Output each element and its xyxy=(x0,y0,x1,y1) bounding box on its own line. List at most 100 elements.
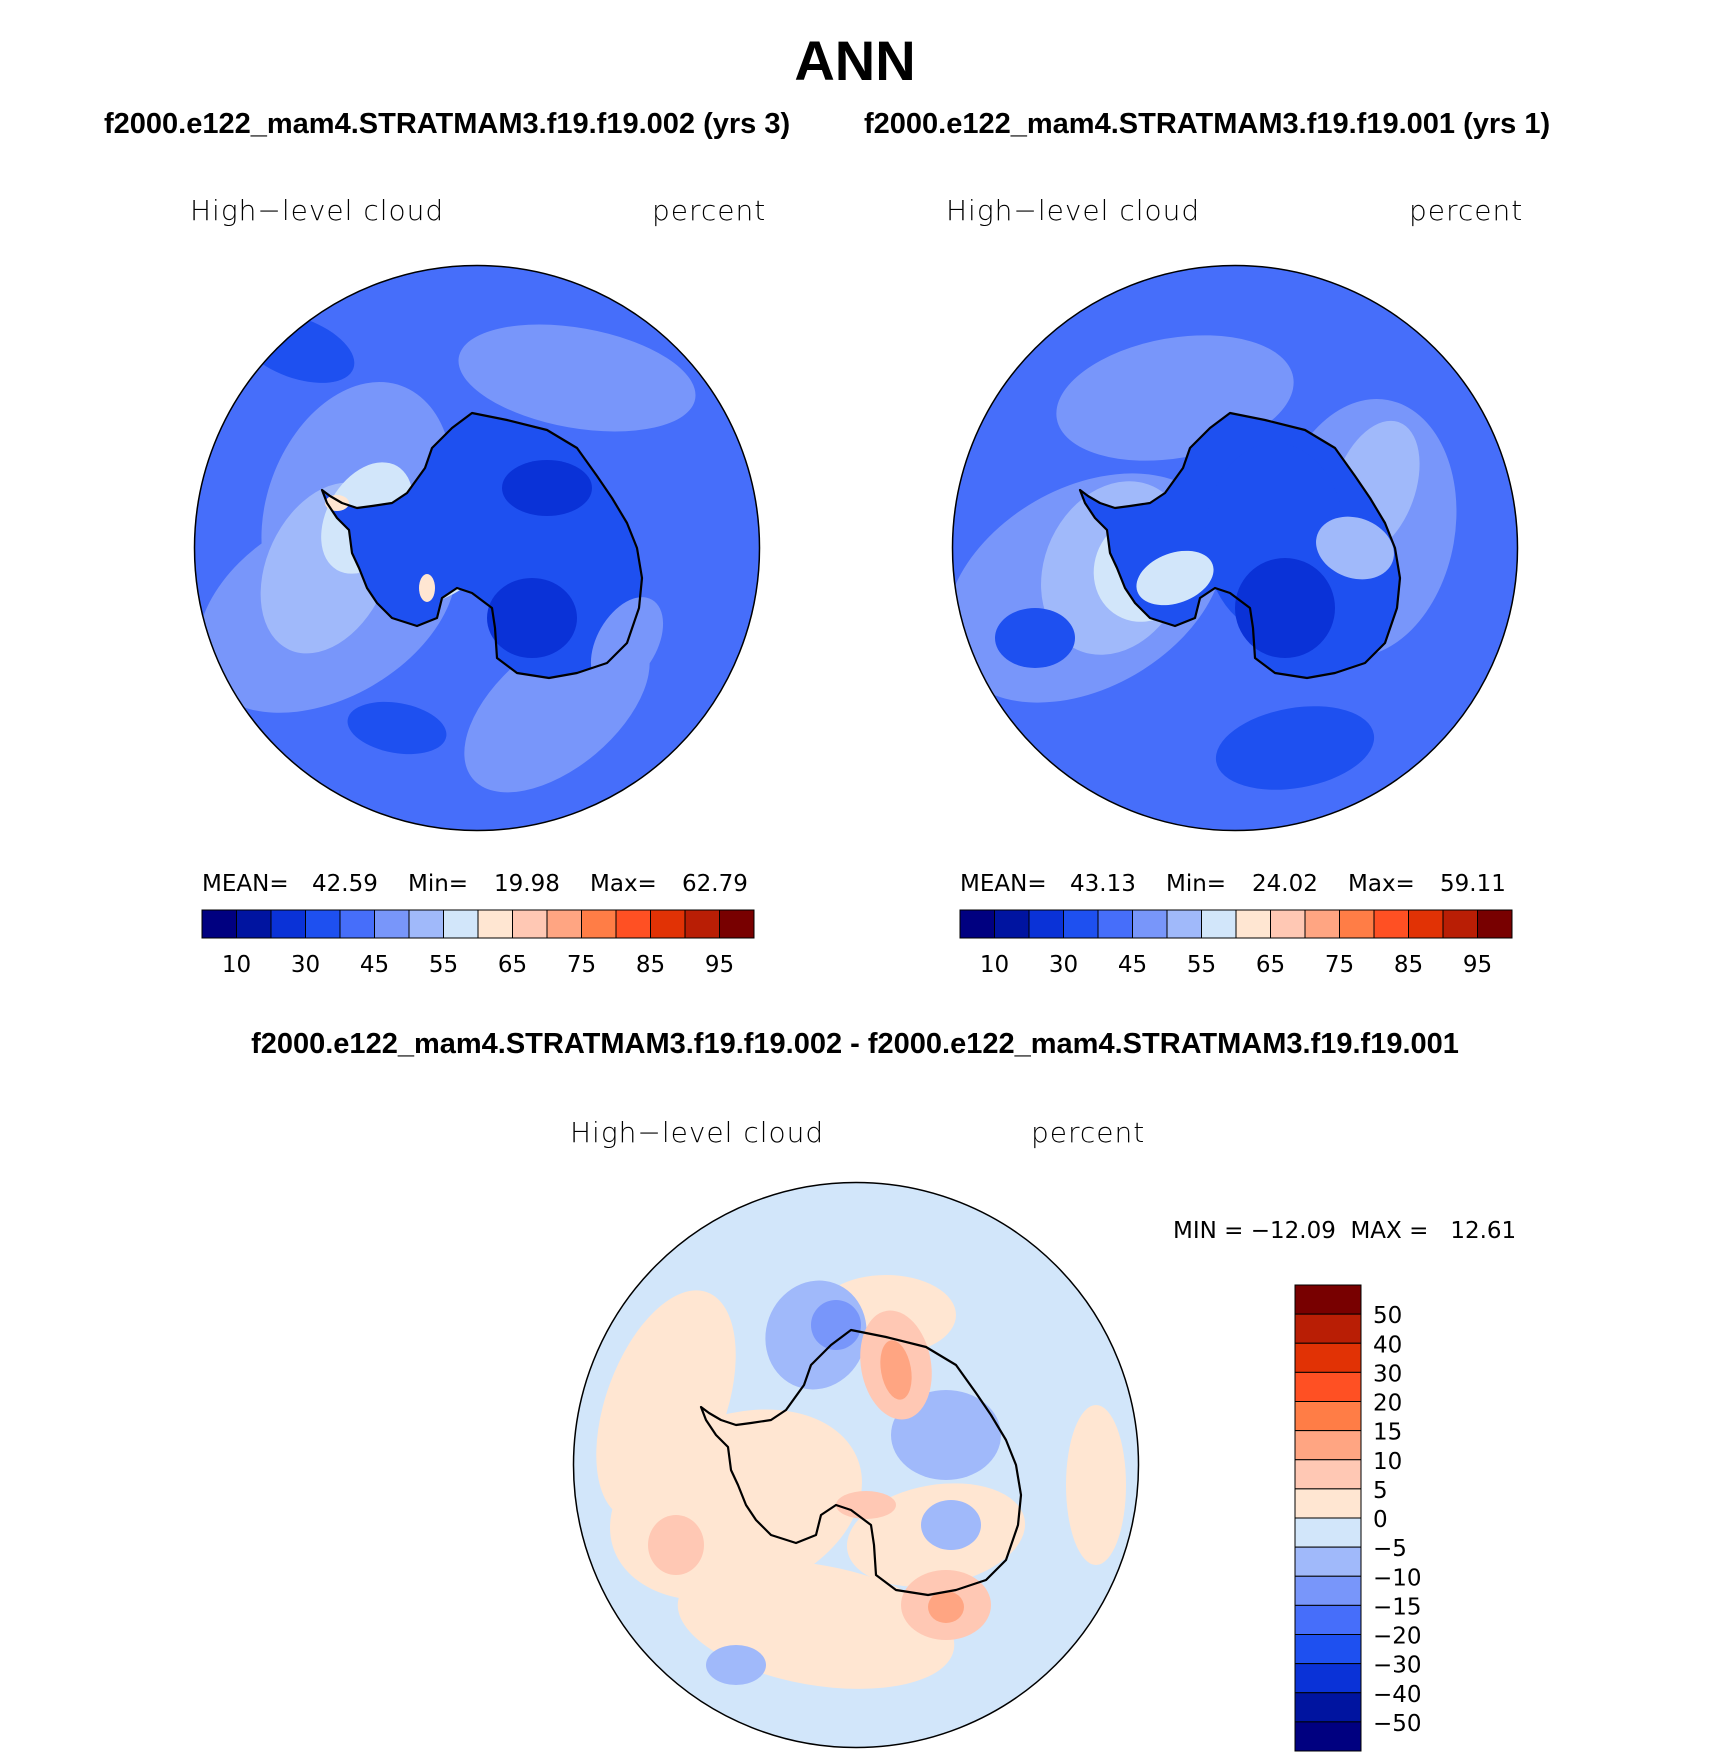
panel2-mean-label: MEAN= xyxy=(960,871,1047,897)
map-boundary xyxy=(193,264,761,832)
colorbar-swatch xyxy=(1235,909,1271,939)
colorbar-swatch xyxy=(1294,1517,1362,1548)
colorbar-swatch xyxy=(719,909,755,939)
colorbar-swatch xyxy=(1294,1430,1362,1461)
colorbar-swatch xyxy=(339,909,375,939)
colorbar-swatch xyxy=(1294,1342,1362,1373)
colorbar-swatch xyxy=(1294,1721,1362,1752)
colorbar-tick-label: 75 xyxy=(567,952,596,978)
panel2-units-label: percent xyxy=(1409,194,1524,227)
panel1-mean-value: 42.59 xyxy=(312,871,378,897)
colorbar-tick-label: 85 xyxy=(636,952,665,978)
map-panel-2 xyxy=(951,264,1519,832)
field-contour-region xyxy=(995,608,1075,668)
field-contour-region xyxy=(1316,516,1394,580)
colorbar-tick-label: −50 xyxy=(1373,1711,1422,1737)
colorbar-swatch xyxy=(1294,1401,1362,1432)
panel2-variable-label: High−level cloud xyxy=(946,194,1201,227)
colorbar-swatch xyxy=(512,909,548,939)
colorbar-swatch xyxy=(1294,1634,1362,1665)
field-contour-region xyxy=(706,1645,766,1685)
colorbar-swatch xyxy=(1294,1488,1362,1519)
panel1-mean-label: MEAN= xyxy=(202,871,289,897)
colorbar-tick-label: 30 xyxy=(1049,952,1078,978)
colorbar-swatch xyxy=(1477,909,1513,939)
colorbar-swatch xyxy=(1097,909,1133,939)
antarctica-coastline xyxy=(699,1328,1023,1597)
field-contour-region xyxy=(1215,706,1375,790)
colorbar-swatch xyxy=(443,909,479,939)
colorbar-swatch xyxy=(1294,1546,1362,1577)
field-contour-region xyxy=(928,1591,964,1623)
map-panel-1 xyxy=(193,264,761,832)
colorbar-tick-label: 65 xyxy=(1256,952,1285,978)
colorbar-swatch xyxy=(1442,909,1478,939)
colorbar-swatch xyxy=(374,909,410,939)
field-contour-region xyxy=(487,578,577,658)
map-boundary xyxy=(951,264,1519,832)
panel2-mean-value: 43.13 xyxy=(1070,871,1136,897)
colorbar-swatch xyxy=(546,909,582,939)
colorbar-tick-label: 50 xyxy=(1373,1303,1402,1329)
colorbar-swatch xyxy=(1294,1604,1362,1635)
colorbar-swatch xyxy=(1373,909,1409,939)
field-contour-region xyxy=(1235,558,1335,658)
colorbar-tick-label: 5 xyxy=(1373,1478,1388,1504)
panel1-max-label: Max= xyxy=(590,871,657,897)
colorbar-swatch xyxy=(1339,909,1375,939)
colorbar-tick-label: 55 xyxy=(1187,952,1216,978)
colorbar-swatch xyxy=(1294,1663,1362,1694)
colorbar-tick-label: −10 xyxy=(1373,1565,1422,1591)
antarctica-coastline xyxy=(1078,411,1402,680)
colorbar-panel-2: 10 30 45 55 65 75 85 95 xyxy=(959,909,1513,978)
map-boundary xyxy=(572,1181,1140,1749)
field-contour-region xyxy=(811,1300,861,1350)
field-contour-region xyxy=(596,1290,736,1520)
panel2-max-value: 59.11 xyxy=(1440,871,1506,897)
colorbar-swatch xyxy=(1166,909,1202,939)
colorbar-swatch xyxy=(994,909,1030,939)
colorbar-swatch xyxy=(1408,909,1444,939)
field-contour-region xyxy=(1066,1405,1126,1565)
colorbar-swatch xyxy=(650,909,686,939)
colorbar-tick-label: 15 xyxy=(1373,1420,1402,1446)
colorbar-swatch xyxy=(1028,909,1064,939)
field-contour-region xyxy=(458,324,696,432)
colorbar-swatch xyxy=(1063,909,1099,939)
field-contour-region xyxy=(880,1340,912,1400)
colorbar-tick-label: −15 xyxy=(1373,1594,1422,1620)
colorbar-tick-label: 0 xyxy=(1373,1507,1388,1533)
antarctica-coastline xyxy=(320,411,644,680)
colorbar-tick-label: 30 xyxy=(1373,1361,1402,1387)
colorbar-tick-label: 65 xyxy=(498,952,527,978)
colorbar-tick-label: 45 xyxy=(1118,952,1147,978)
colorbar-tick-label: 20 xyxy=(1373,1391,1402,1417)
colorbar-swatch xyxy=(1270,909,1306,939)
colorbar-tick-label: 55 xyxy=(429,952,458,978)
colorbar-swatch xyxy=(477,909,513,939)
colorbar-swatch xyxy=(1132,909,1168,939)
colorbar-tick-label: 30 xyxy=(291,952,320,978)
field-contour-region xyxy=(921,1500,981,1550)
panel1-max-value: 62.79 xyxy=(682,871,748,897)
field-contour-region xyxy=(836,1491,896,1519)
colorbar-tick-label: 10 xyxy=(222,952,251,978)
colorbar-tick-label: 75 xyxy=(1325,952,1354,978)
diff-units-label: percent xyxy=(1031,1116,1146,1149)
colorbar-swatch xyxy=(615,909,651,939)
field-contour-region xyxy=(419,574,435,602)
case-label-left: f2000.e122_mam4.STRATMAM3.f19.f19.002 (y… xyxy=(104,108,791,140)
colorbar-tick-label: 45 xyxy=(360,952,389,978)
colorbar-swatch xyxy=(684,909,720,939)
field-contour-region xyxy=(648,1515,704,1575)
colorbar-swatch xyxy=(1304,909,1340,939)
colorbar-swatch xyxy=(959,909,995,939)
colorbar-swatch xyxy=(1294,1371,1362,1402)
colorbar-tick-label: 40 xyxy=(1373,1332,1402,1358)
field-contour-region xyxy=(891,1390,1001,1480)
colorbar-tick-label: 10 xyxy=(980,952,1009,978)
colorbar-swatch xyxy=(1294,1692,1362,1723)
page-title: ANN xyxy=(794,29,916,92)
colorbar-swatch xyxy=(1201,909,1237,939)
